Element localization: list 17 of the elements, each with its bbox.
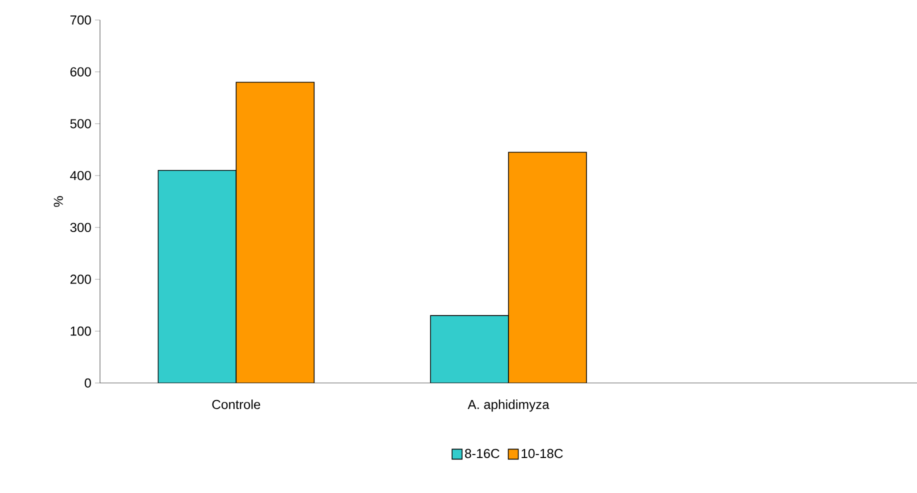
y-axis-title: % xyxy=(54,196,63,207)
legend-label: 10-18C xyxy=(522,448,563,458)
bar xyxy=(158,170,237,383)
legend-label: 8-16C xyxy=(465,448,500,458)
y-tick-label: 100 xyxy=(70,326,91,336)
y-tick-label: 600 xyxy=(70,67,91,76)
bar xyxy=(508,152,587,383)
x-tick-label: Controle xyxy=(212,400,260,410)
y-tick-label: 0 xyxy=(84,378,91,388)
y-tick-label: 400 xyxy=(70,170,91,180)
y-tick-label: 200 xyxy=(70,274,91,284)
y-tick-label: 500 xyxy=(70,119,91,128)
y-tick-label: 300 xyxy=(70,222,91,232)
bar xyxy=(430,315,509,383)
bar xyxy=(236,82,315,383)
y-tick-label: 700 xyxy=(70,15,91,25)
x-tick-label: A. aphidimyza xyxy=(468,400,550,412)
